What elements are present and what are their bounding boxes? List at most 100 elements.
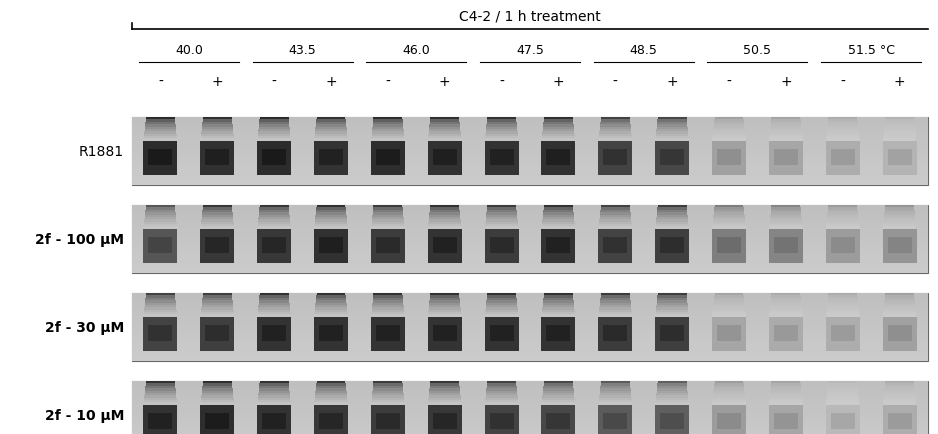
Bar	[132, 264, 928, 269]
Bar	[713, 132, 745, 135]
Bar	[314, 227, 348, 229]
Bar	[485, 317, 519, 351]
Bar	[430, 388, 460, 391]
Bar	[316, 298, 346, 300]
Bar	[144, 310, 176, 312]
Bar	[600, 384, 630, 386]
Bar	[260, 118, 289, 120]
Bar	[544, 118, 573, 120]
Bar	[542, 220, 574, 222]
Bar	[883, 224, 916, 227]
Bar	[542, 400, 575, 402]
Bar	[144, 229, 177, 263]
Bar	[598, 312, 632, 315]
Bar	[373, 206, 402, 208]
Bar	[487, 120, 516, 122]
Bar	[771, 298, 801, 300]
Bar	[831, 413, 855, 429]
Bar	[598, 224, 632, 227]
Bar	[372, 298, 402, 300]
Bar	[712, 227, 746, 229]
Bar	[713, 137, 746, 139]
Bar	[430, 391, 461, 393]
Bar	[203, 118, 232, 120]
Bar	[145, 122, 175, 125]
Bar	[713, 222, 746, 224]
Bar	[373, 208, 402, 210]
Bar	[315, 220, 347, 222]
Bar	[201, 398, 234, 400]
Bar	[132, 381, 928, 386]
Bar	[132, 172, 928, 177]
Bar	[543, 217, 574, 220]
Bar	[486, 220, 518, 222]
Bar	[144, 305, 176, 308]
Bar	[887, 413, 912, 429]
Bar	[258, 308, 290, 310]
Bar	[884, 132, 915, 135]
Bar	[771, 120, 801, 122]
Bar	[372, 210, 402, 213]
Bar	[657, 130, 688, 132]
Bar	[132, 168, 928, 172]
Bar	[132, 260, 928, 264]
Bar	[771, 118, 800, 120]
Bar	[315, 130, 347, 132]
Bar	[315, 135, 347, 137]
Bar	[826, 132, 859, 135]
Bar	[202, 213, 233, 215]
Bar	[490, 413, 513, 429]
Bar	[827, 210, 857, 213]
Bar	[883, 312, 916, 315]
Bar	[263, 413, 286, 429]
Bar	[826, 220, 859, 222]
Bar	[144, 215, 176, 217]
Bar	[144, 130, 176, 132]
Bar	[769, 402, 803, 405]
Bar	[315, 127, 346, 130]
Bar	[431, 206, 460, 208]
Bar	[885, 386, 915, 388]
Bar	[132, 233, 928, 237]
Bar	[144, 391, 176, 393]
Bar	[714, 388, 744, 391]
Bar	[485, 315, 519, 317]
Bar	[600, 293, 629, 296]
Bar	[372, 393, 403, 395]
Bar	[884, 222, 915, 224]
Bar	[205, 413, 229, 429]
Bar	[660, 238, 684, 253]
Bar	[371, 400, 404, 402]
Bar	[827, 305, 858, 308]
Bar	[485, 227, 519, 229]
Bar	[656, 310, 688, 312]
Bar	[658, 210, 688, 213]
Bar	[148, 413, 173, 429]
Bar	[769, 137, 802, 139]
Bar	[259, 213, 290, 215]
Bar	[132, 293, 928, 298]
Bar	[202, 303, 233, 305]
Bar	[769, 222, 802, 224]
Text: +: +	[211, 75, 223, 89]
Bar	[148, 150, 173, 165]
Bar	[316, 300, 346, 303]
Bar	[826, 398, 859, 400]
Bar	[132, 413, 928, 418]
Bar	[319, 150, 343, 165]
Bar	[315, 303, 346, 305]
Bar	[827, 300, 858, 303]
Bar	[429, 393, 461, 395]
Bar	[201, 315, 234, 317]
Bar	[656, 135, 688, 137]
Bar	[485, 400, 518, 402]
Bar	[598, 229, 632, 263]
Bar	[258, 224, 291, 227]
Bar	[712, 402, 746, 405]
Bar	[428, 227, 461, 229]
Bar	[144, 303, 176, 305]
Bar	[770, 215, 801, 217]
Bar	[828, 381, 857, 384]
Bar	[257, 405, 291, 434]
Text: 50.5: 50.5	[744, 43, 771, 56]
